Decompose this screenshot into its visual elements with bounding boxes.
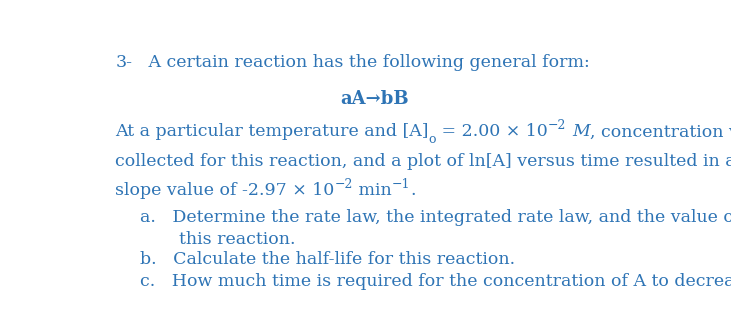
Text: −1: −1	[392, 178, 410, 191]
Text: = 2.00 × 10: = 2.00 × 10	[436, 124, 548, 141]
Text: min: min	[353, 182, 392, 199]
Text: a.   Determine the rate law, the integrated rate law, and the value of the rate : a. Determine the rate law, the integrate…	[140, 209, 731, 226]
Text: , concentration versus time data were: , concentration versus time data were	[589, 124, 731, 141]
Text: c.   How much time is required for the concentration of A to decrease to 2.50 × : c. How much time is required for the con…	[140, 273, 731, 290]
Text: this reaction.: this reaction.	[179, 231, 295, 247]
Text: aA→bB: aA→bB	[341, 90, 409, 108]
Text: collected for this reaction, and a plot of ln[A] versus time resulted in a strai: collected for this reaction, and a plot …	[115, 153, 731, 170]
Text: .: .	[410, 182, 415, 199]
Text: o: o	[428, 132, 436, 146]
Text: A certain reaction has the following general form:: A certain reaction has the following gen…	[132, 54, 590, 71]
Text: −2: −2	[548, 119, 567, 132]
Text: At a particular temperature and [A]: At a particular temperature and [A]	[115, 124, 428, 141]
Text: −2: −2	[334, 178, 353, 191]
Text: b.   Calculate the half-life for this reaction.: b. Calculate the half-life for this reac…	[140, 251, 515, 268]
Text: slope value of -2.97 × 10: slope value of -2.97 × 10	[115, 182, 334, 199]
Text: 3-: 3-	[115, 54, 132, 71]
Text: M: M	[572, 124, 589, 141]
